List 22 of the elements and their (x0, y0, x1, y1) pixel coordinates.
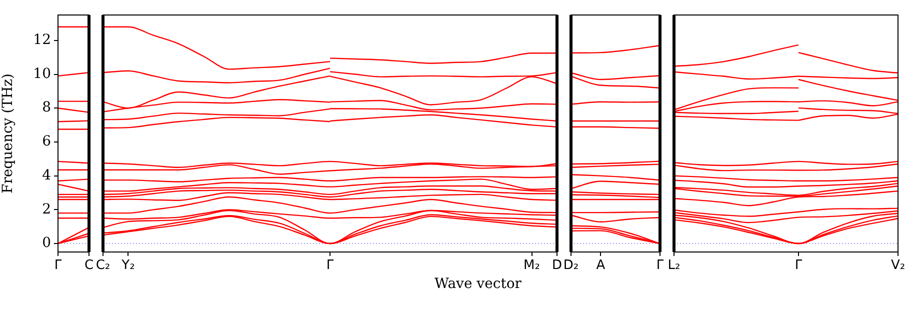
y-tick-label: 10 (33, 66, 51, 82)
y-tick-label: 12 (33, 32, 51, 48)
x-tick-label: D₂ (563, 258, 579, 274)
y-axis-title: Frequency (THz) (0, 73, 16, 194)
x-tick-label: L₂ (668, 258, 680, 274)
y-tick-label: 2 (42, 201, 51, 218)
x-tick-label: C (84, 258, 94, 274)
x-tick-label: Γ (54, 258, 62, 274)
x-axis-title: Wave vector (434, 276, 522, 292)
x-tick-label: Y₂ (120, 258, 135, 274)
y-tick-label: 4 (42, 167, 52, 184)
y-tick-label: 0 (42, 235, 51, 252)
y-tick-label: 6 (42, 134, 52, 150)
x-tick-label: V₂ (890, 258, 906, 274)
x-tick-label: M₂ (524, 258, 540, 274)
x-tick-label: Γ (794, 258, 803, 274)
x-tick-label: A (596, 258, 606, 274)
y-tick-label: 8 (42, 100, 51, 116)
x-tick-label: C₂ (96, 258, 110, 274)
x-tick-label: D (552, 258, 562, 274)
x-tick-label: Γ (326, 258, 334, 274)
x-tick-label: Γ (656, 258, 664, 274)
